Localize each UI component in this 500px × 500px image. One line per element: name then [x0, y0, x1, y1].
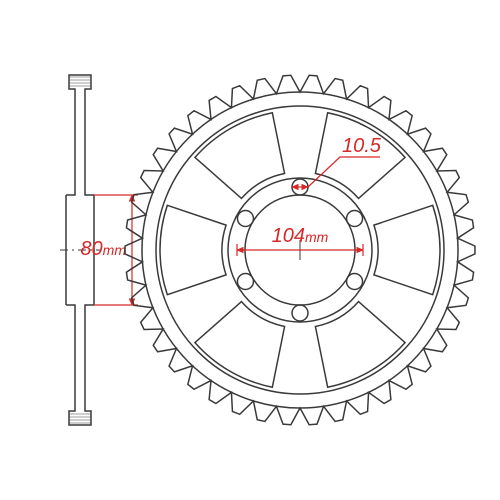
drawing-canvas: 80mm 104mm 10.5	[0, 0, 500, 500]
bolt-hole	[292, 305, 308, 321]
bolt-hole	[237, 211, 253, 227]
dim-hub-width: 80mm	[80, 238, 126, 260]
bolt-hole	[347, 211, 363, 227]
dim-bolt-hole: 10.5	[342, 135, 382, 157]
bolt-hole	[237, 274, 253, 290]
side-view: 80mm	[60, 75, 138, 425]
bolt-hole	[347, 274, 363, 290]
front-view: 104mm 10.5	[125, 75, 475, 425]
dim-bolt-circle: 104mm	[272, 225, 329, 247]
